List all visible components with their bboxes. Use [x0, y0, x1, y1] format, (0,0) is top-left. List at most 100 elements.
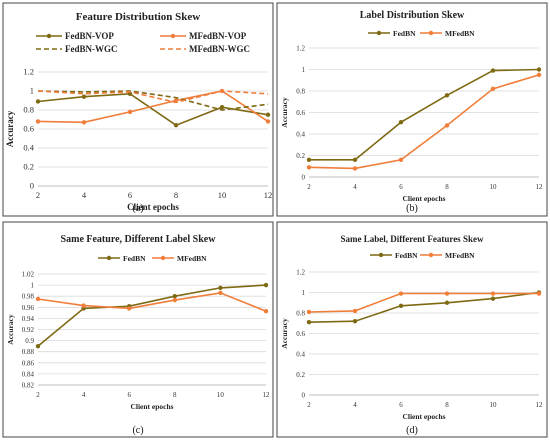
- data-point: [306, 165, 312, 170]
- legend-marker: [46, 33, 52, 39]
- x-tick-label: 2: [307, 401, 311, 409]
- data-point: [490, 296, 496, 301]
- x-tick-label: 6: [399, 401, 403, 409]
- legend-label: MFedBN-WGC: [189, 44, 250, 54]
- x-tick-label: 4: [353, 183, 357, 191]
- x-tick-label: 8: [445, 183, 449, 191]
- x-tick-label: 2: [36, 391, 40, 399]
- x-tick-label: 8: [445, 401, 449, 409]
- series-line: [308, 74, 540, 170]
- data-point: [398, 119, 404, 125]
- series-line: [308, 291, 540, 323]
- series-line: [309, 68, 540, 161]
- chart-title: Label Distribution Skew: [360, 10, 465, 21]
- series-line: [37, 284, 267, 347]
- chart-panel-1: Feature Distribution Skew 0 0.2 0.4 0.6 0.8 1 1…: [2, 2, 274, 217]
- panel-frame: [276, 221, 548, 438]
- legend-label: FedBN: [395, 251, 418, 260]
- y-tick-label: 1.02: [22, 271, 35, 279]
- y-tick-label: 1.2: [296, 45, 305, 53]
- legend-label: MFedBN: [445, 251, 475, 260]
- data-point: [536, 291, 542, 296]
- x-axis-label: Client epochs: [130, 402, 173, 411]
- data-point: [352, 157, 358, 162]
- chart-title: Same Feature, Different Label Skew: [61, 234, 217, 245]
- data-point: [352, 308, 358, 314]
- series-line: [308, 292, 539, 313]
- data-point: [536, 72, 542, 78]
- y-tick-label: 0.98: [22, 293, 35, 301]
- x-tick-label: 2: [307, 183, 311, 191]
- y-tick-label: 0.2: [23, 162, 34, 172]
- y-tick-label: 0: [302, 392, 306, 400]
- data-point: [398, 303, 404, 309]
- series-mfedbn: [306, 72, 542, 171]
- series-mfedbn: [35, 290, 269, 314]
- series-line: [37, 292, 267, 312]
- data-point: [536, 67, 542, 72]
- data-point: [218, 285, 223, 291]
- y-tick-label: 0.96: [22, 304, 35, 312]
- data-point: [81, 120, 87, 125]
- x-tick-label: 4: [82, 391, 86, 399]
- y-tick-label: 0.8: [296, 310, 305, 318]
- x-tick-label: 10: [217, 391, 225, 399]
- data-point: [35, 119, 41, 124]
- y-tick-label: 0.2: [296, 371, 305, 379]
- x-tick-label: 4: [82, 190, 87, 200]
- y-tick-label: 0.6: [296, 109, 305, 117]
- series-mfedbn-vop: [35, 88, 271, 125]
- panel-caption: (c): [132, 425, 143, 436]
- data-point: [444, 123, 450, 128]
- data-point: [265, 119, 271, 124]
- legend-label: FedBN-VOP: [65, 31, 114, 41]
- x-tick-label: 10: [490, 183, 498, 191]
- data-point: [444, 93, 450, 98]
- data-point: [127, 306, 132, 311]
- data-point: [444, 291, 450, 296]
- y-tick-label: 0.86: [22, 359, 35, 367]
- data-point: [263, 282, 269, 288]
- legend-label: MFedBN: [177, 254, 207, 263]
- y-tick-label: 1: [302, 66, 306, 74]
- x-tick-label: 10: [218, 190, 227, 200]
- y-axis-label: Accuracy: [280, 318, 289, 349]
- data-point: [490, 86, 496, 92]
- chart-title: Same Label, Different Features Skew: [341, 234, 484, 244]
- data-point: [172, 294, 177, 299]
- data-point: [352, 319, 358, 324]
- legend-label: MFedBN-VOP: [189, 31, 247, 41]
- legend-label: MFedBN: [445, 29, 475, 38]
- data-point: [81, 94, 87, 99]
- y-axis-label: Accuracy: [6, 314, 15, 345]
- legend-marker: [106, 255, 112, 261]
- data-point: [35, 343, 41, 349]
- data-point: [127, 91, 133, 97]
- series-mfedbn: [306, 291, 542, 315]
- legend-label: FedBN: [393, 29, 416, 38]
- y-tick-label: 0.4: [296, 351, 305, 359]
- legend-label: FedBN-WGC: [65, 44, 118, 54]
- data-point: [35, 99, 41, 104]
- series-line: [37, 90, 269, 124]
- data-point: [81, 303, 86, 308]
- legend-marker: [160, 255, 166, 261]
- y-tick-label: 0: [302, 174, 306, 182]
- data-point: [444, 300, 450, 305]
- data-point: [306, 309, 312, 315]
- chart-title: Feature Distribution Skew: [76, 11, 201, 23]
- y-tick-label: 0.88: [22, 348, 35, 356]
- chart-panel-3: Same Feature, Different Label Skew 0.82 0.…: [2, 221, 274, 438]
- legend-marker: [428, 252, 434, 258]
- data-point: [398, 157, 404, 162]
- y-tick-label: 0.6: [296, 330, 305, 338]
- legend-marker: [170, 33, 176, 39]
- data-point: [172, 297, 177, 303]
- x-tick-label: 12: [536, 401, 544, 409]
- data-point: [219, 104, 225, 110]
- x-axis-label: Client epochs: [127, 202, 179, 212]
- y-tick-label: 0.82: [22, 382, 35, 390]
- y-axis-label: Accuracy: [280, 97, 289, 128]
- legend-marker: [428, 30, 434, 36]
